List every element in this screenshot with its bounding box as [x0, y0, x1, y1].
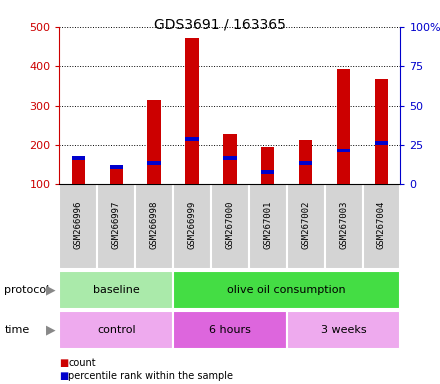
Text: ▶: ▶: [46, 324, 55, 337]
Bar: [147, 100, 161, 184]
Bar: [249, 184, 287, 269]
Text: ▶: ▶: [46, 283, 55, 296]
Bar: [173, 271, 400, 309]
Text: protocol: protocol: [4, 285, 50, 295]
Bar: [223, 134, 237, 184]
Bar: [173, 311, 287, 349]
Text: GSM266996: GSM266996: [74, 201, 83, 249]
Bar: [299, 140, 312, 184]
Text: baseline: baseline: [93, 285, 139, 295]
Text: count: count: [68, 358, 96, 368]
Bar: [59, 311, 173, 349]
Bar: [375, 141, 388, 145]
Bar: [287, 184, 325, 269]
Bar: [110, 165, 123, 169]
Bar: [59, 271, 173, 309]
Bar: [110, 165, 123, 184]
Text: time: time: [4, 325, 29, 335]
Text: GSM267004: GSM267004: [377, 201, 386, 249]
Text: olive oil consumption: olive oil consumption: [227, 285, 346, 295]
Text: GSM266999: GSM266999: [187, 201, 197, 249]
Bar: [211, 184, 249, 269]
Bar: [72, 156, 85, 160]
Bar: [59, 184, 97, 269]
Text: GSM266998: GSM266998: [150, 201, 159, 249]
Bar: [185, 137, 198, 141]
Bar: [325, 184, 363, 269]
Text: 6 hours: 6 hours: [209, 325, 251, 335]
Text: percentile rank within the sample: percentile rank within the sample: [68, 371, 233, 381]
Bar: [173, 184, 211, 269]
Bar: [185, 38, 198, 184]
Bar: [337, 69, 350, 184]
Text: GSM267001: GSM267001: [263, 201, 272, 249]
Text: GDS3691 / 163365: GDS3691 / 163365: [154, 17, 286, 31]
Bar: [261, 147, 275, 184]
Text: GSM267000: GSM267000: [225, 201, 235, 249]
Text: control: control: [97, 325, 136, 335]
Bar: [299, 162, 312, 166]
Bar: [72, 157, 85, 184]
Bar: [375, 79, 388, 184]
Bar: [147, 162, 161, 166]
Text: ■: ■: [59, 371, 69, 381]
Text: GSM266997: GSM266997: [112, 201, 121, 249]
Bar: [97, 184, 135, 269]
Bar: [337, 149, 350, 152]
Bar: [135, 184, 173, 269]
Bar: [287, 311, 400, 349]
Text: GSM267003: GSM267003: [339, 201, 348, 249]
Text: GSM267002: GSM267002: [301, 201, 310, 249]
Bar: [261, 170, 275, 174]
Bar: [223, 156, 237, 159]
Text: ■: ■: [59, 358, 69, 368]
Text: 3 weeks: 3 weeks: [321, 325, 367, 335]
Bar: [363, 184, 400, 269]
